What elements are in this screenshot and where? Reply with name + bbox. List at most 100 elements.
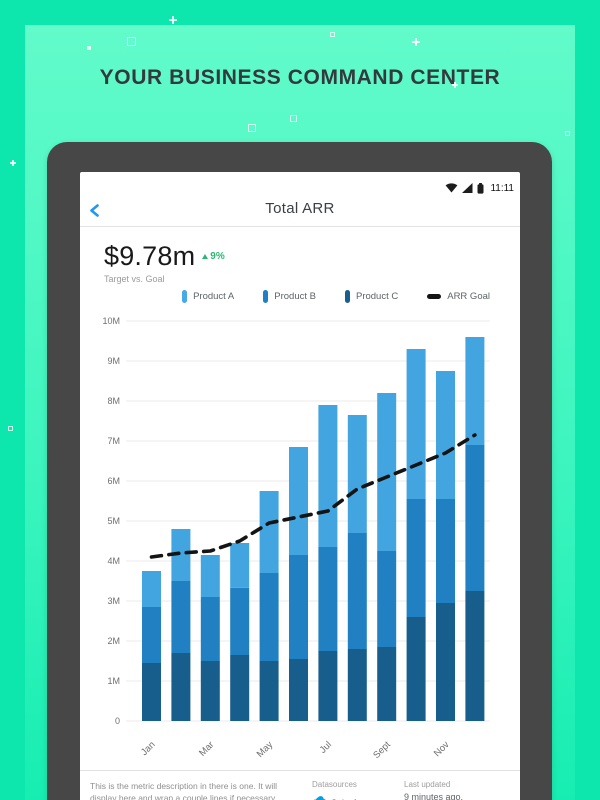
last-updated-label: Last updated — [404, 780, 451, 789]
legend-swatch — [182, 289, 188, 303]
bar-segment-product-a[interactable] — [289, 447, 308, 555]
bar-segment-product-b[interactable] — [436, 499, 455, 603]
bar-segment-product-b[interactable] — [200, 597, 220, 661]
decor-square — [330, 32, 335, 37]
status-bar: 11:11 — [80, 172, 520, 196]
bar-segment-product-c[interactable] — [230, 655, 250, 721]
legend-swatch — [263, 289, 269, 303]
legend-label: Product B — [274, 290, 316, 302]
bar-segment-product-a[interactable] — [171, 529, 191, 581]
salesforce-logo-icon — [312, 794, 327, 800]
arr-chart-svg: 0 1M 2M 3M 4M 5M 6M 7M 8M 9M 10M Jan Mar May Jul Sept No… — [102, 316, 490, 761]
x-axis-label: Jul — [318, 739, 334, 755]
bar-segment-product-b[interactable] — [171, 581, 191, 653]
y-axis-label: 4M — [107, 556, 120, 566]
card-footer: This is the metric description in there … — [80, 770, 520, 800]
y-axis-label: 5M — [107, 516, 120, 526]
metric-description: This is the metric description in there … — [90, 781, 278, 800]
bar-segment-product-b[interactable] — [406, 499, 426, 617]
y-axis-label: 0 — [115, 716, 120, 726]
bar-segment-product-a[interactable] — [142, 571, 161, 607]
bar-segment-product-b[interactable] — [259, 573, 279, 661]
back-button[interactable] — [88, 203, 104, 219]
metric-value: $9.78m — [104, 241, 196, 271]
bar-segment-product-c[interactable] — [436, 603, 455, 721]
metric-block: $9.78m 9% Target vs. Goal — [80, 227, 520, 284]
arr-goal-line — [149, 433, 477, 559]
decor-plus-icon — [10, 160, 16, 166]
bar-segment-product-c[interactable] — [289, 659, 308, 721]
page-title: Total ARR — [265, 200, 335, 217]
x-axis-label: Nov — [432, 739, 452, 759]
header-divider — [80, 226, 520, 227]
decor-square — [127, 37, 136, 46]
metric-delta-value: 9% — [210, 251, 225, 262]
decor-plus-icon — [452, 82, 458, 88]
battery-icon — [477, 182, 484, 194]
y-axis-label: 8M — [107, 396, 120, 406]
y-axis-label: 6M — [107, 476, 120, 486]
legend-item-product-a[interactable]: Product A — [182, 289, 235, 303]
x-axis-label: Mar — [197, 739, 216, 758]
bar-segment-product-a[interactable] — [406, 349, 426, 499]
bar-segment-product-c[interactable] — [347, 649, 367, 721]
bar-segment-product-a[interactable] — [200, 555, 220, 597]
decor-square — [248, 124, 256, 132]
chart-legend: Product A Product B Product C ARR Goal — [80, 286, 520, 306]
legend-item-product-b[interactable]: Product B — [263, 289, 316, 303]
arr-chart[interactable]: 0 1M 2M 3M 4M 5M 6M 7M 8M 9M 10M Jan Mar May Jul Sept No… — [80, 309, 520, 764]
bar-segment-product-b[interactable] — [230, 587, 250, 655]
decor-square — [87, 46, 91, 50]
bar-segment-product-b[interactable] — [318, 547, 338, 651]
decor-square — [8, 426, 13, 431]
last-updated-value: 9 minutes ago. — [404, 792, 464, 800]
bar-segment-product-a[interactable] — [230, 543, 250, 588]
decor-plus-icon — [169, 16, 177, 24]
bar-segment-product-c[interactable] — [259, 661, 279, 721]
bar-segment-product-b[interactable] — [289, 555, 308, 659]
status-time: 11:11 — [490, 182, 514, 194]
bar-segment-product-c[interactable] — [171, 653, 191, 721]
bar-segment-product-c[interactable] — [318, 651, 338, 721]
decor-plus-icon — [412, 38, 420, 46]
app-header: Total ARR — [80, 196, 520, 226]
arrow-up-icon — [202, 254, 209, 259]
bar-segment-product-c[interactable] — [377, 647, 397, 721]
legend-label: ARR Goal — [447, 290, 490, 302]
bar-segment-product-b[interactable] — [377, 551, 397, 647]
bar-segment-product-a[interactable] — [436, 371, 455, 499]
chevron-left-icon — [90, 204, 99, 217]
bar-segment-product-a[interactable] — [318, 405, 338, 547]
decor-square — [290, 115, 297, 122]
legend-label: Product A — [193, 290, 235, 302]
legend-item-arr-goal[interactable]: ARR Goal — [427, 291, 490, 302]
bar-segment-product-a[interactable] — [347, 415, 367, 533]
bar-segment-product-c[interactable] — [142, 663, 161, 721]
bar-segment-product-b[interactable] — [465, 445, 485, 591]
datasources-label: Datasources — [312, 780, 357, 789]
cellular-signal-icon — [462, 183, 473, 193]
bar-segment-product-a[interactable] — [377, 393, 397, 551]
bar-segment-product-b[interactable] — [142, 607, 161, 663]
legend-item-product-c[interactable]: Product C — [344, 289, 399, 303]
y-axis-label: 10M — [102, 316, 120, 326]
tablet-mockup: 11:11 Total ARR $9.78m 9% Target vs. Goa… — [47, 142, 552, 800]
legend-swatch-dash — [427, 293, 442, 299]
y-axis-label: 3M — [107, 596, 120, 606]
page-headline: YOUR BUSINESS COMMAND CENTER — [99, 66, 501, 89]
x-axis-label: Jan — [139, 739, 158, 758]
y-axis-label: 1M — [107, 676, 120, 686]
y-axis-label: 9M — [107, 356, 120, 366]
bar-segment-product-c[interactable] — [406, 617, 426, 721]
bar-segment-product-c[interactable] — [465, 591, 485, 721]
x-axis-label: May — [255, 739, 276, 759]
bar-segment-product-b[interactable] — [347, 533, 367, 649]
tablet-screen: 11:11 Total ARR $9.78m 9% Target vs. Goa… — [80, 172, 520, 800]
legend-label: Product C — [355, 290, 399, 302]
wifi-icon — [445, 183, 458, 193]
bar-segment-product-a[interactable] — [465, 337, 485, 445]
bar-segment-product-a[interactable] — [259, 491, 279, 573]
bar-segment-product-c[interactable] — [200, 661, 220, 721]
y-axis-label: 2M — [107, 636, 120, 646]
